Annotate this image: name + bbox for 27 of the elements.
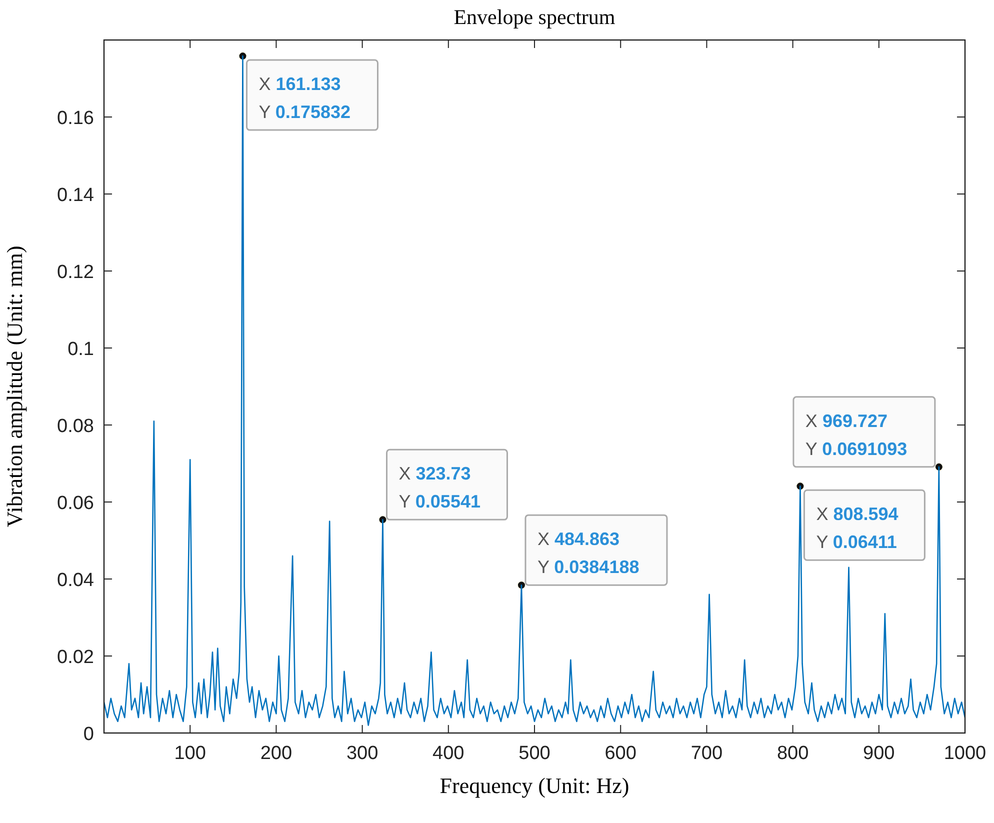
y-tick-label: 0.04 bbox=[57, 570, 94, 591]
y-axis-title: Vibration amplitude (Unit: mm) bbox=[2, 246, 27, 528]
x-tick-label: 600 bbox=[604, 743, 636, 764]
x-tick-label: 1000 bbox=[944, 743, 986, 764]
y-tick-label: 0.14 bbox=[57, 185, 94, 206]
x-tick-label: 400 bbox=[432, 743, 464, 764]
annotation: X 969.727 Y 0.0691093 bbox=[805, 410, 908, 459]
x-tick-label: 700 bbox=[690, 743, 723, 764]
y-tick-label: 0.16 bbox=[57, 108, 94, 129]
y-tick-label: 0.12 bbox=[57, 262, 94, 283]
x-axis-title: Frequency (Unit: Hz) bbox=[440, 773, 630, 798]
annotation: X 484.863 Y 0.0384188 bbox=[537, 529, 640, 578]
annotation: X 323.73 Y 0.05541 bbox=[398, 464, 480, 512]
annotation: X 808.594 Y 0.06411 bbox=[816, 504, 898, 552]
x-tick-label: 800 bbox=[776, 743, 809, 764]
y-tick-label: 0.06 bbox=[57, 493, 94, 514]
chart-title: Envelope spectrum bbox=[454, 5, 616, 29]
y-tick-label: 0.02 bbox=[57, 647, 94, 668]
x-tick-label: 900 bbox=[863, 743, 895, 764]
y-tick-label: 0.1 bbox=[68, 339, 94, 360]
x-tick-label: 500 bbox=[518, 743, 550, 764]
x-tick-label: 200 bbox=[260, 743, 292, 764]
x-tick-label: 300 bbox=[346, 743, 378, 764]
x-tick-label: 100 bbox=[174, 743, 206, 764]
y-tick-label: 0 bbox=[83, 724, 94, 745]
y-tick-label: 0.08 bbox=[57, 416, 94, 437]
annotation: X 161.133 Y 0.175832 bbox=[258, 74, 350, 122]
